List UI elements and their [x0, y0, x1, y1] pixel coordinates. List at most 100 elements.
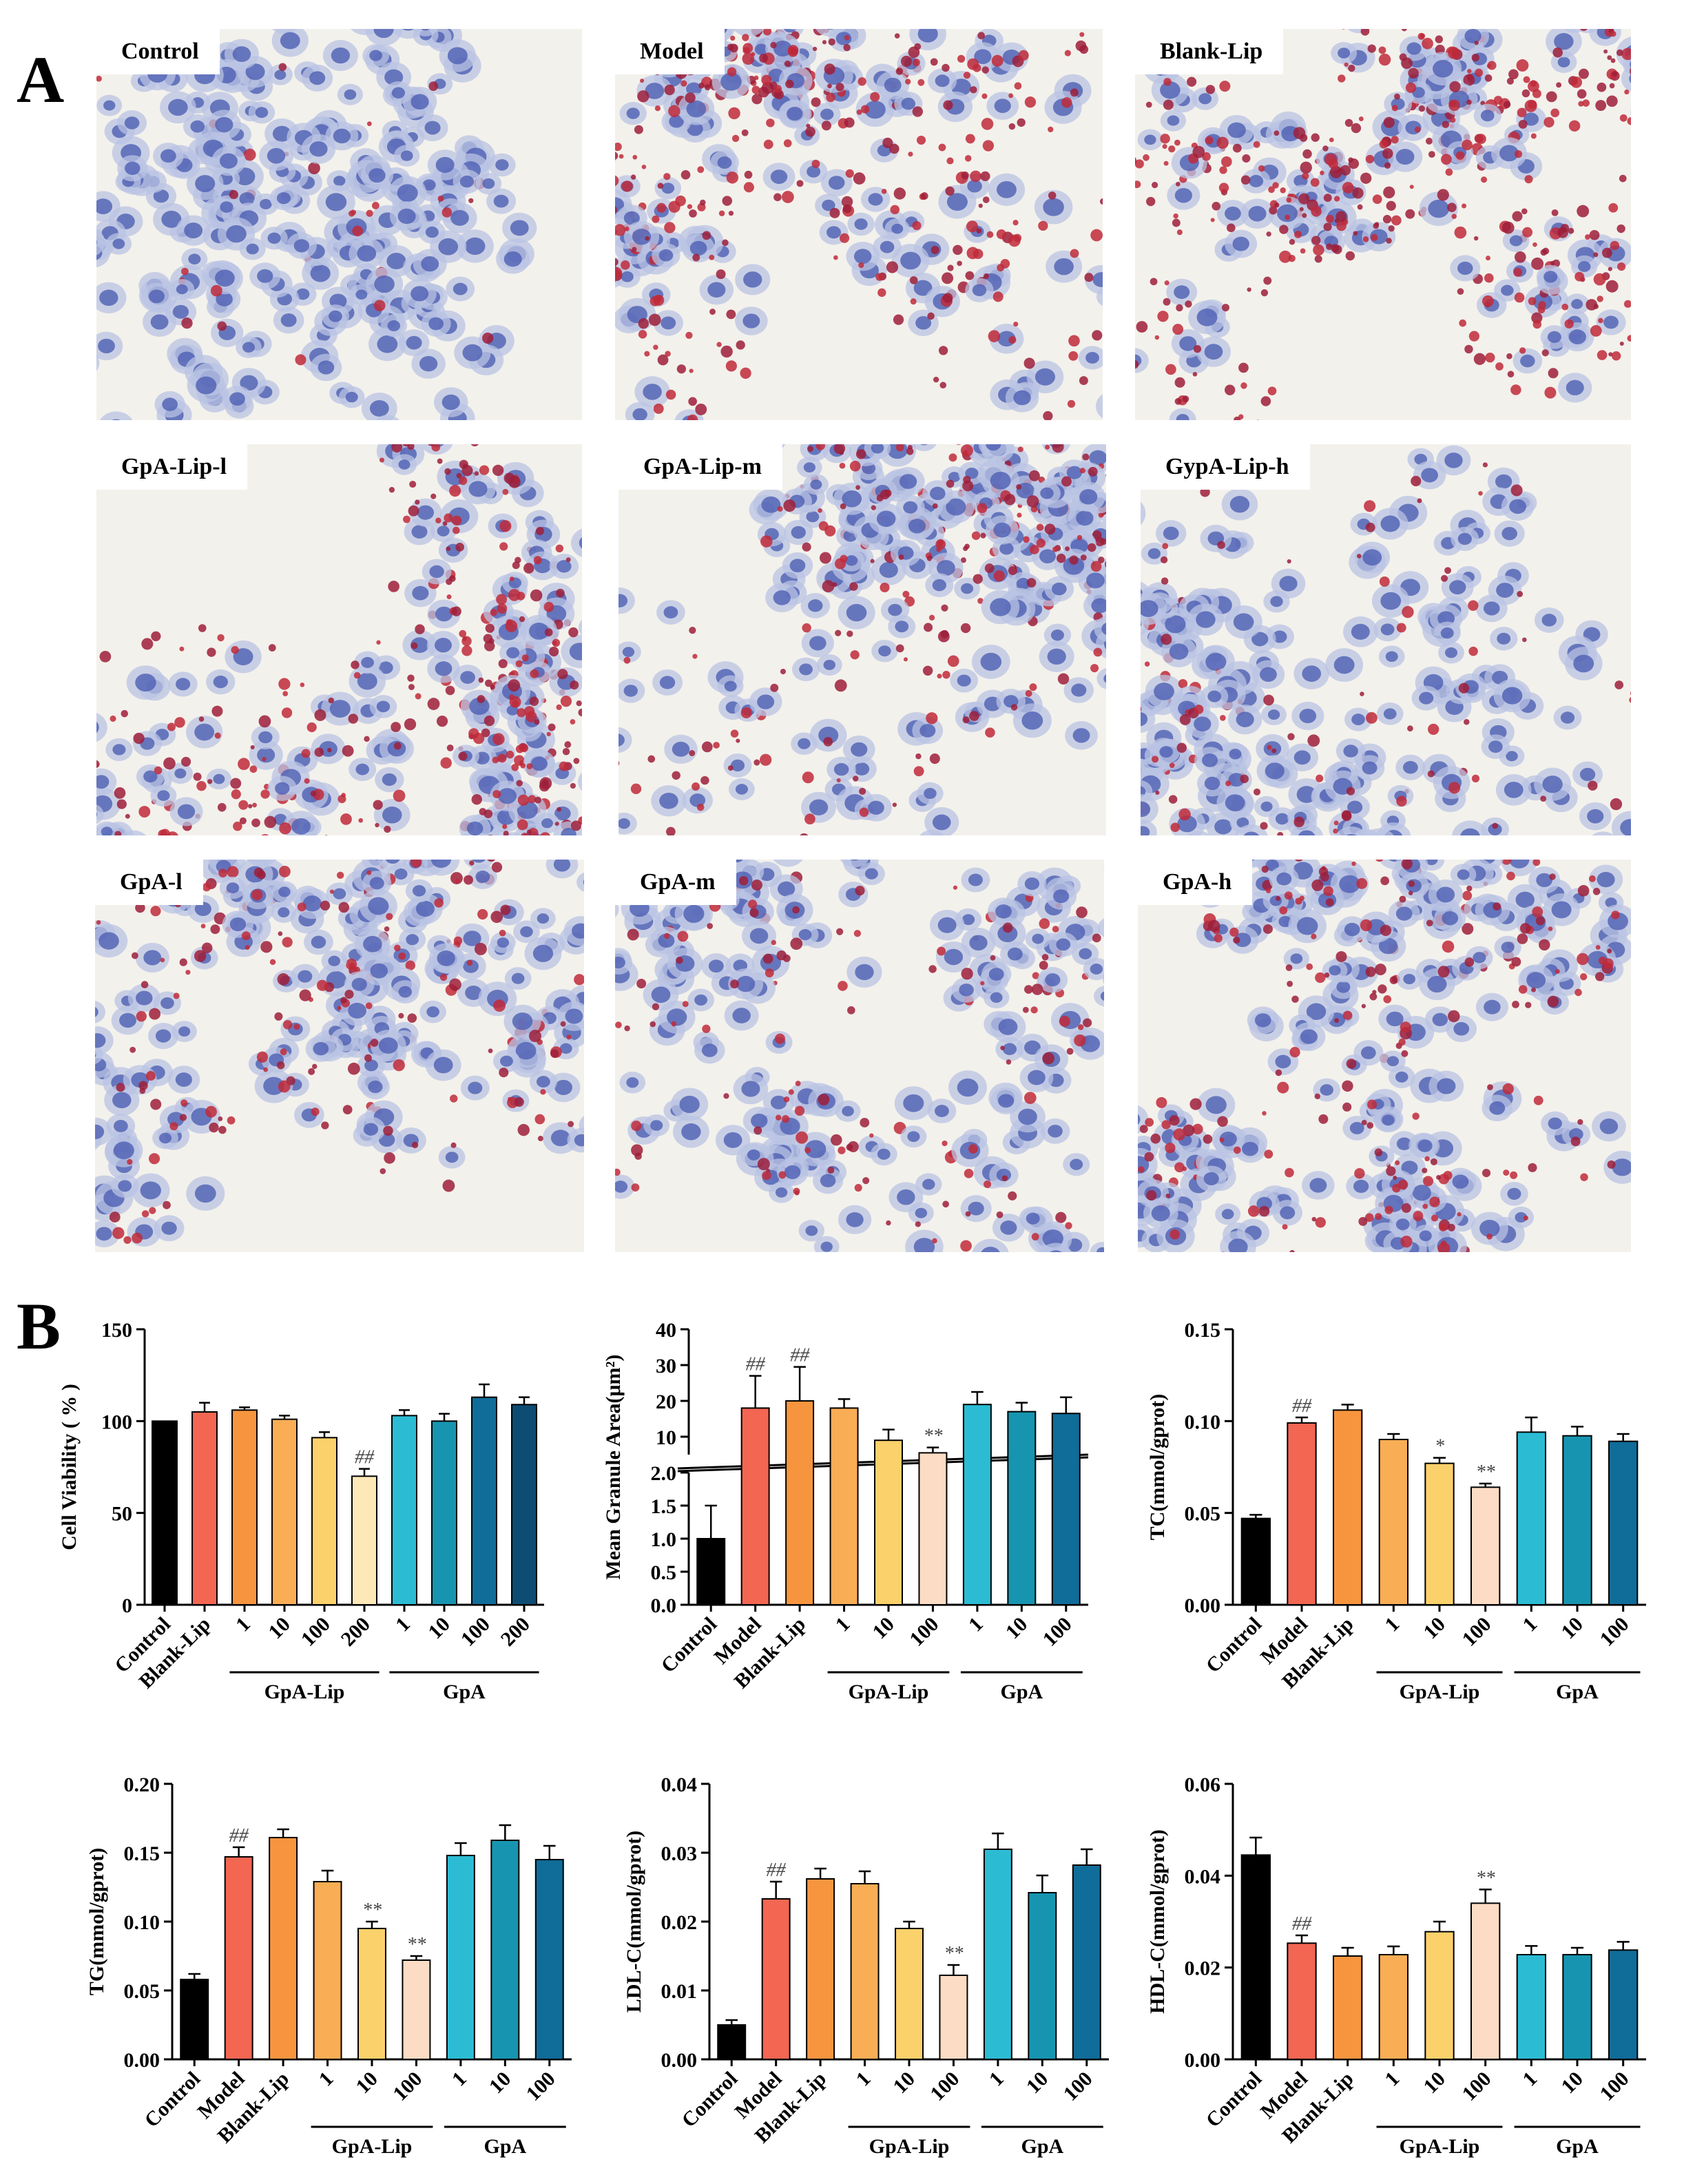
x-tick-label: 10	[868, 1613, 899, 1644]
bar	[471, 1396, 497, 1606]
bar	[1516, 1954, 1547, 2060]
chart-ldl-c: 0.00 0.01 0.02 0.03 0.04 LDL-C(mmol/gprot) Con…	[606, 1763, 1130, 2176]
x-tick-label: 100	[457, 1613, 495, 1651]
significance-label: ##	[355, 1447, 375, 1468]
bar	[1470, 1486, 1501, 1606]
chart-tg: 0.00 0.05 0.10 0.15 0.20 TG(mmol/gprot) Contro…	[69, 1763, 592, 2176]
x-tick-label: 1	[852, 2068, 875, 2091]
y-tick-label: 150	[101, 1319, 132, 1342]
bar	[351, 1475, 377, 1605]
x-tick-label: 1	[964, 1613, 988, 1636]
x-tick-label: 1	[831, 1613, 855, 1636]
x-tick-label: 100	[522, 2068, 560, 2105]
x-tick-label: 10	[1419, 2068, 1450, 2099]
x-tick-label: 10	[1419, 1613, 1450, 1644]
bar	[1333, 1409, 1363, 1605]
group-label: GpA-Lip	[1400, 2135, 1480, 2158]
y-tick-label: 20	[656, 1391, 676, 1413]
y-tick-label: 0.0	[651, 1594, 677, 1617]
x-tick-label: 10	[264, 1613, 295, 1644]
micrograph-label: Model	[615, 29, 725, 74]
bar	[1608, 1440, 1639, 1605]
x-tick-label: 10	[351, 2068, 382, 2099]
y-tick-label: 0.5	[651, 1561, 677, 1584]
x-tick-label: 100	[1457, 1613, 1495, 1651]
bar	[1072, 1864, 1101, 2060]
micrograph-blank-lip: Blank-Lip	[1135, 29, 1631, 420]
chart-mean-granule-area: 0.0 0.5 1.0 1.5 2.0 10 20 30 40 Mean Granule Area…	[585, 1309, 1109, 1722]
y-tick-label: 0.15	[1185, 1319, 1221, 1342]
bar	[1333, 1955, 1363, 2060]
x-tick-label: 100	[1059, 2068, 1097, 2105]
x-tick-label: 1	[231, 1613, 255, 1636]
y-tick-label: 0.05	[1185, 1503, 1221, 1526]
x-tick-label: 1	[1380, 1613, 1404, 1636]
x-tick-label: 100	[388, 2068, 426, 2105]
bar	[269, 1837, 298, 2060]
x-tick-label: 100	[926, 2068, 964, 2105]
bar	[806, 1878, 835, 2060]
y-tick-label: 0.04	[661, 1774, 698, 1796]
y-tick-label: 1.5	[651, 1495, 677, 1518]
bar	[224, 1856, 253, 2060]
bar	[740, 1407, 770, 1605]
bar	[1470, 1902, 1501, 2060]
group-label: GpA	[484, 2135, 526, 2158]
y-axis-label: TC(mmol/gprot)	[1146, 1394, 1169, 1541]
y-tick-label: 100	[101, 1411, 132, 1433]
x-tick-label: 1	[1518, 2068, 1541, 2091]
micrograph-control: Control	[96, 29, 582, 420]
chart-hdl-c: 0.00 0.02 0.04 0.06 HDL-C(mmol/gprot) Control…	[1130, 1763, 1667, 2176]
significance-label: ##	[790, 1345, 810, 1366]
micrograph-label: GypA-Lip-h	[1141, 444, 1310, 490]
significance-label: **	[406, 1934, 426, 1955]
micrograph-gpa-lip-m: GpA-Lip-m	[618, 444, 1106, 835]
x-tick-label: 100	[1595, 1613, 1633, 1651]
y-tick-label: 0.10	[1185, 1411, 1221, 1433]
chart-tc: 0.00 0.05 0.10 0.15 TC(mmol/gprot) Control ## M…	[1130, 1309, 1667, 1722]
bar	[191, 1411, 218, 1605]
x-tick-label: 100	[297, 1613, 335, 1651]
panel-label-b: B	[17, 1289, 61, 1363]
bar	[357, 1928, 386, 2060]
significance-label: ##	[229, 1825, 249, 1847]
y-tick-label: 30	[656, 1355, 676, 1377]
y-axis-label: TG(mmol/gprot)	[85, 1848, 108, 1995]
bar	[1424, 1462, 1455, 1605]
group-label: GpA	[1556, 1681, 1599, 1703]
y-tick-label: 0.00	[661, 2049, 698, 2072]
x-tick-label: 10	[1001, 1613, 1032, 1644]
bar	[180, 1979, 209, 2060]
y-tick-label: 0.15	[124, 1842, 160, 1865]
micrograph-texture	[1138, 860, 1631, 1252]
bar	[785, 1400, 815, 1605]
y-tick-label: 0.04	[1185, 1865, 1221, 1888]
micrograph-texture	[96, 444, 582, 835]
group-label: GpA	[1556, 2135, 1599, 2158]
x-tick-label: Control	[1202, 2068, 1267, 2132]
bar	[431, 1420, 457, 1605]
x-tick-label: 100	[1595, 2068, 1633, 2105]
bar	[1028, 1892, 1057, 2060]
x-tick-label: 200	[337, 1613, 375, 1651]
chart-cell-viability: 0 50 100 150 Cell Viability ( % ) Control Blan…	[41, 1309, 565, 1722]
x-tick-label: 1	[315, 2068, 338, 2091]
bar	[1287, 1422, 1317, 1605]
x-tick-label: 1	[448, 2068, 471, 2091]
bar	[717, 2024, 747, 2060]
bar	[1007, 1411, 1037, 1605]
y-tick-label: 50	[112, 1503, 132, 1526]
y-tick-label: 0.20	[124, 1774, 160, 1796]
y-axis-label: HDL-C(mmol/gprot)	[1146, 1829, 1169, 2014]
group-label: GpA-Lip	[264, 1681, 345, 1703]
y-tick-label: 0.01	[661, 1980, 698, 2003]
x-tick-label: 10	[485, 2068, 516, 2099]
y-axis-label: LDL-C(mmol/gprot)	[623, 1831, 645, 2013]
micrograph-model: Model	[615, 29, 1103, 420]
significance-label: **	[944, 1943, 963, 1964]
bar	[490, 1840, 520, 2060]
micrograph-texture	[1141, 444, 1631, 835]
significance-label: ##	[1292, 1913, 1312, 1935]
group-label: GpA-Lip	[332, 2135, 413, 2158]
micrograph-label: GpA-m	[615, 860, 736, 905]
